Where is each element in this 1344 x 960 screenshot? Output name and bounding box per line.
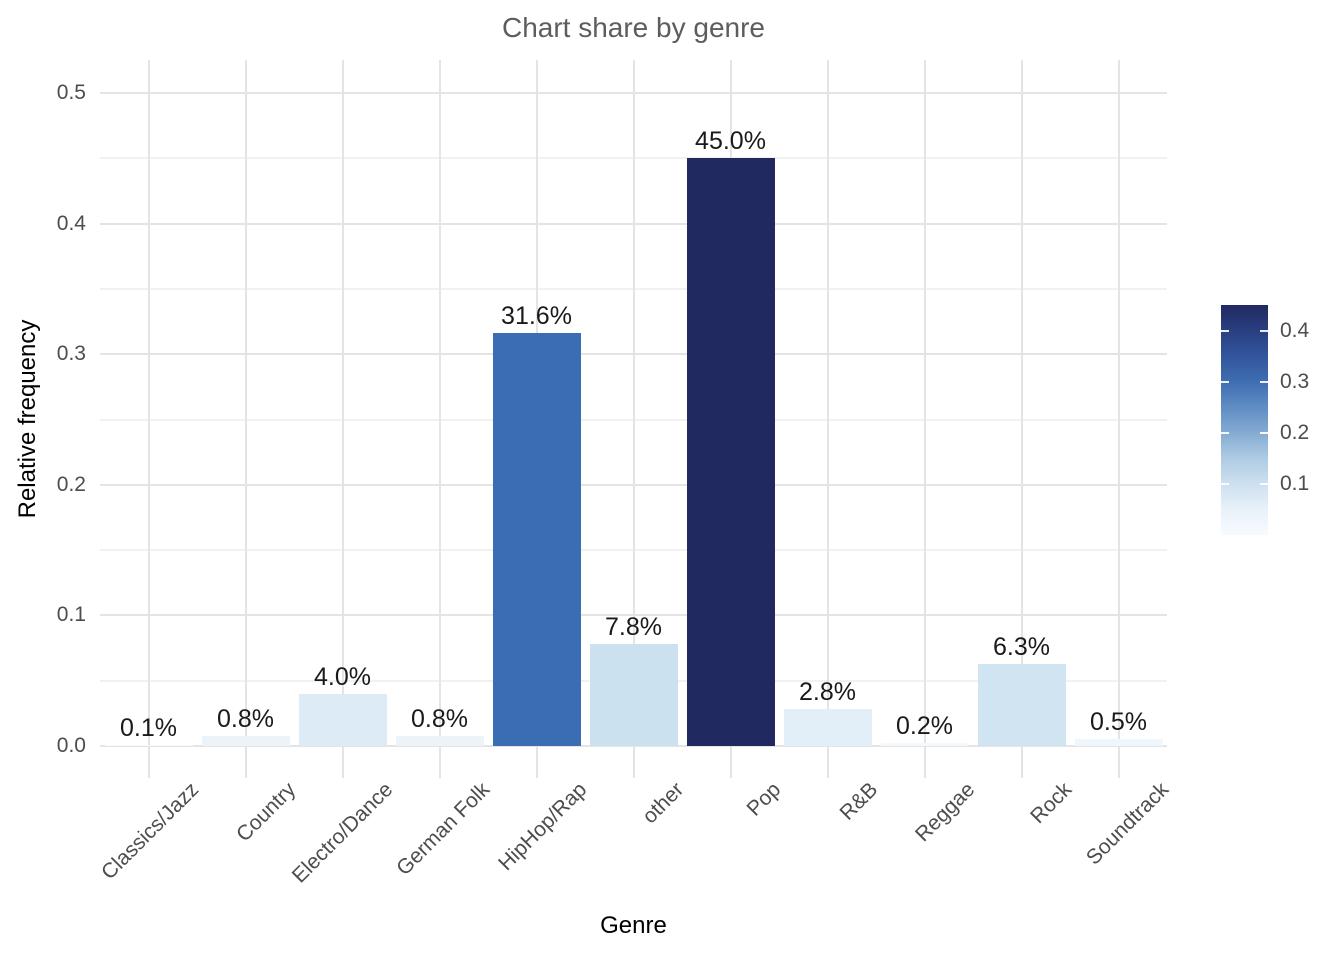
colorbar-tick [1260,482,1268,485]
colorbar-tick [1221,482,1229,485]
colorbar-tick [1221,380,1229,383]
gridline-x-reggae [923,60,926,778]
bar-value-label-rock: 6.3% [993,632,1050,661]
bar-hiphop-rap [492,333,581,746]
bar-rock [977,663,1066,746]
x-tick-label-electro-dance: Electro/Dance [287,778,397,888]
y-tick-label-0.2: 0.2 [56,472,86,496]
gridline-x-classics-jazz [147,60,150,778]
bar-value-label-german-folk: 0.8% [411,704,468,733]
bar-other [589,644,678,746]
color-legend-bar [1221,305,1268,535]
x-tick-label-german-folk: German Folk [391,778,494,881]
gridline-x-german-folk [438,60,441,778]
gridline-x-rock [1020,60,1023,778]
colorbar-label-0.2: 0.2 [1280,420,1310,444]
x-axis-title: Genre [600,912,667,939]
x-tick-label-country: Country [231,778,300,847]
gridline-x-soundtrack [1117,60,1120,778]
bar-value-label-soundtrack: 0.5% [1090,708,1147,737]
colorbar-tick [1260,431,1268,434]
colorbar-tick [1221,329,1229,332]
colorbar-label-0.1: 0.1 [1280,471,1310,495]
bar-value-label-country: 0.8% [217,704,274,733]
chart-title: Chart share by genre [501,12,766,43]
x-tick-label-classics-jazz: Classics/Jazz [96,778,203,885]
colorbar-label-0.4: 0.4 [1280,318,1310,342]
bar-soundtrack [1074,739,1163,746]
bar-classics-jazz [104,744,193,746]
bar-pop [686,158,775,746]
bar-value-label-hiphop-rap: 31.6% [501,302,572,331]
x-tick-label-hiphop-rap: HipHop/Rap [493,778,591,876]
bar-r-b [783,709,872,746]
y-tick-label-0.3: 0.3 [56,342,86,366]
plot-panel [100,60,1167,778]
bar-reggae [880,743,969,746]
x-tick-label-reggae: Reggae [910,778,979,847]
bar-german-folk [395,735,484,746]
gridline-x-country [244,60,247,778]
bar-electro-dance [298,693,387,746]
y-tick-label-0.1: 0.1 [56,603,86,627]
x-tick-label-rock: Rock [1025,778,1076,829]
x-tick-label-soundtrack: Soundtrack [1081,778,1173,870]
gridline-x-r-b [826,60,829,778]
x-tick-label-other: other [637,778,688,829]
bar-value-label-r-b: 2.8% [799,678,856,707]
y-tick-label-0.4: 0.4 [56,211,86,235]
colorbar-tick [1260,329,1268,332]
bar-value-label-other: 7.8% [605,613,662,642]
gridline-x-other [632,60,635,778]
colorbar-label-0.3: 0.3 [1280,369,1310,393]
bar-value-label-pop: 45.0% [695,127,766,156]
colorbar-tick [1260,380,1268,383]
bar-value-label-classics-jazz: 0.1% [120,713,177,742]
bar-value-label-electro-dance: 4.0% [314,662,371,691]
gridline-x-electro-dance [341,60,344,778]
bar-value-label-reggae: 0.2% [896,712,953,741]
y-tick-label-0.0: 0.0 [56,734,86,757]
colorbar-tick [1221,431,1229,434]
y-tick-label-0.5: 0.5 [56,81,86,104]
bar-country [201,735,290,746]
x-tick-label-r-b: R&B [834,778,882,825]
x-tick-label-pop: Pop [742,778,785,821]
